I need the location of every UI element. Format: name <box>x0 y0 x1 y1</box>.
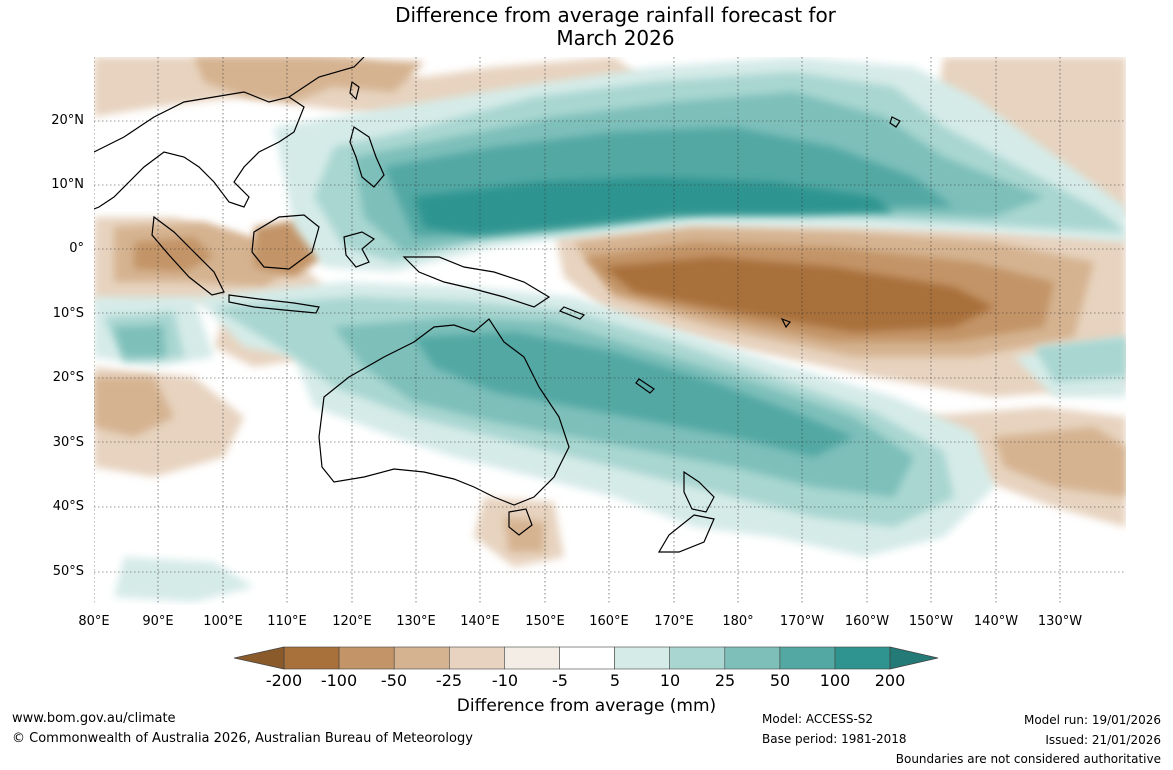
title-line-2: March 2026 <box>556 26 675 50</box>
lat-label-10s: 10°S <box>52 306 84 321</box>
lat-label-50s: 50°S <box>52 564 84 579</box>
lon-label-170e: 170°E <box>654 614 694 629</box>
colorbar-cell <box>614 646 671 670</box>
colorbar-tick: 5 <box>609 671 621 690</box>
lon-label-90e: 90°E <box>142 614 174 629</box>
dry-anomaly-core <box>604 257 994 332</box>
colorbar-cell <box>338 646 395 670</box>
colorbar-cell <box>449 646 505 670</box>
colorbar-tick: 200 <box>874 671 906 690</box>
colorbar-tick: -50 <box>380 671 408 690</box>
rainfall-map <box>94 57 1126 605</box>
lat-label-20n: 20°N <box>51 113 84 128</box>
colorbar-tick: -25 <box>435 671 463 690</box>
graticule <box>94 57 1126 605</box>
colorbar-over-arrow <box>889 646 939 670</box>
colorbar-label: Difference from average (mm) <box>456 696 717 716</box>
lon-label-120e: 120°E <box>332 614 372 629</box>
lon-label-170w: 170°W <box>779 614 825 629</box>
lat-label-30s: 30°S <box>52 435 84 450</box>
coastlines <box>94 57 901 553</box>
lon-label-180: 180° <box>722 614 754 629</box>
disclaimer-text: Boundaries are not considered authoritat… <box>895 752 1161 766</box>
colorbar-cells <box>283 646 891 670</box>
map-canvas <box>94 57 1126 605</box>
colorbar-tick: 10 <box>659 671 681 690</box>
lat-label-10n: 10°N <box>51 177 84 192</box>
lon-label-80e: 80°E <box>78 614 110 629</box>
website-link[interactable]: www.bom.gov.au/climate <box>12 711 176 726</box>
map-title: Difference from average rainfall forecas… <box>0 4 1173 50</box>
colorbar-tick: -200 <box>265 671 303 690</box>
lon-label-130w: 130°W <box>1037 614 1083 629</box>
title-line-1: Difference from average rainfall forecas… <box>395 3 836 27</box>
colorbar-tick: -100 <box>320 671 358 690</box>
colorbar-cell <box>669 646 726 670</box>
lat-label-0: 0° <box>69 241 84 256</box>
colorbar-cell <box>834 646 891 670</box>
colorbar-tick: 25 <box>714 671 736 690</box>
colorbar-cell <box>559 646 615 670</box>
lon-label-140w: 140°W <box>973 614 1019 629</box>
lon-label-160e: 160°E <box>589 614 629 629</box>
model-run-text: Model run: 19/01/2026 <box>1023 713 1161 727</box>
colorbar-tick: 100 <box>819 671 851 690</box>
lon-label-160w: 160°W <box>844 614 890 629</box>
lon-label-130e: 130°E <box>396 614 436 629</box>
colorbar-cell <box>393 646 450 670</box>
lon-label-140e: 140°E <box>460 614 500 629</box>
colorbar <box>234 646 939 670</box>
wet-anomaly-core <box>414 177 894 235</box>
colorbar-cell <box>724 646 781 670</box>
issued-text: Issued: 21/01/2026 <box>1045 733 1161 747</box>
colorbar-under-arrow <box>234 646 285 670</box>
lat-label-20s: 20°S <box>52 370 84 385</box>
lon-label-150w: 150°W <box>908 614 954 629</box>
colorbar-cell <box>504 646 560 670</box>
lat-label-40s: 40°S <box>52 499 84 514</box>
colorbar-tick: -10 <box>491 671 519 690</box>
colorbar-cell <box>779 646 836 670</box>
lon-label-110e: 110°E <box>267 614 307 629</box>
colorbar-cell <box>283 646 340 670</box>
colorbar-tick: -5 <box>552 671 568 690</box>
lon-label-150e: 150°E <box>525 614 565 629</box>
lon-label-100e: 100°E <box>203 614 243 629</box>
model-text: Model: ACCESS-S2 <box>762 712 874 726</box>
copyright-text: © Commonwealth of Australia 2026, Austra… <box>12 731 473 746</box>
base-period-text: Base period: 1981-2018 <box>762 732 907 746</box>
colorbar-tick: 50 <box>769 671 791 690</box>
